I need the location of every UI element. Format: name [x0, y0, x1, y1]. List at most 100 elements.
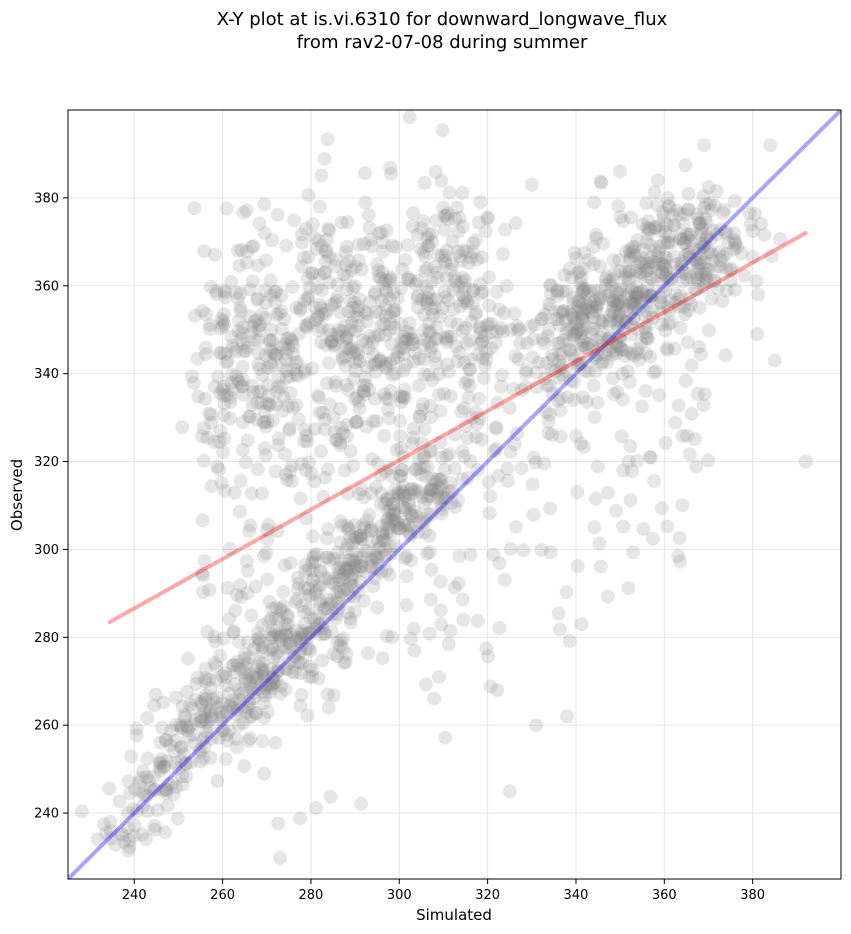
data-point: [256, 663, 271, 678]
data-point: [463, 362, 478, 377]
data-point: [594, 330, 609, 345]
data-point: [256, 684, 271, 699]
data-point: [258, 283, 272, 298]
data-point: [264, 322, 279, 337]
data-point: [220, 733, 234, 748]
data-point: [301, 289, 316, 304]
data-point: [258, 678, 273, 693]
data-point: [231, 313, 246, 328]
data-point: [767, 353, 782, 368]
data-point: [340, 562, 355, 577]
data-point: [251, 357, 266, 372]
data-point: [652, 223, 667, 238]
data-point: [363, 328, 378, 343]
data-point: [444, 329, 459, 344]
data-point: [235, 373, 250, 387]
data-point: [697, 387, 712, 402]
data-point: [672, 299, 687, 314]
data-point: [594, 315, 609, 330]
data-point: [616, 343, 631, 358]
data-point: [320, 601, 335, 616]
data-point: [252, 632, 267, 647]
data-point: [348, 363, 363, 378]
data-point: [199, 307, 214, 322]
data-point: [202, 672, 217, 687]
data-point: [677, 307, 692, 322]
data-point: [196, 751, 211, 766]
data-point: [423, 443, 438, 458]
data-point: [596, 236, 611, 251]
data-point: [240, 433, 255, 448]
data-point: [169, 690, 183, 705]
data-point: [332, 330, 347, 344]
data-point: [678, 373, 693, 388]
data-point: [309, 622, 324, 637]
data-point: [278, 682, 293, 697]
data-point: [461, 390, 476, 405]
data-point: [269, 346, 284, 361]
data-point: [612, 329, 627, 344]
data-point: [249, 412, 264, 427]
data-point: [574, 617, 589, 632]
data-point: [716, 206, 731, 221]
data-point: [539, 356, 554, 371]
data-point: [257, 197, 272, 212]
data-point: [620, 287, 635, 302]
data-point: [422, 545, 437, 560]
data-point: [650, 249, 665, 264]
data-point: [262, 685, 277, 700]
data-point: [251, 332, 266, 347]
data-point: [373, 497, 388, 511]
data-point: [344, 316, 359, 331]
data-point: [388, 366, 403, 381]
data-point: [282, 331, 297, 345]
data-point: [263, 643, 277, 658]
data-point: [402, 487, 417, 501]
data-point: [586, 239, 601, 254]
data-point: [160, 754, 174, 768]
data-point: [285, 280, 300, 295]
data-point: [246, 385, 261, 400]
data-point: [668, 415, 683, 430]
data-point: [585, 338, 599, 353]
data-point: [589, 300, 604, 315]
data-point: [228, 696, 243, 711]
data-point: [136, 787, 151, 802]
data-point: [660, 343, 675, 358]
data-point: [330, 290, 345, 305]
data-point: [372, 354, 387, 369]
data-point: [217, 317, 232, 332]
data-point: [268, 624, 283, 639]
data-point: [233, 286, 248, 301]
data-point: [325, 593, 340, 608]
data-point: [216, 314, 230, 329]
data-point: [153, 759, 168, 774]
data-point: [350, 390, 365, 404]
data-point: [570, 357, 585, 372]
data-point: [750, 327, 765, 342]
data-point: [256, 415, 271, 430]
data-point: [664, 272, 679, 287]
data-point: [260, 414, 275, 429]
data-point: [417, 332, 432, 347]
data-point: [166, 787, 181, 802]
data-point: [347, 590, 362, 604]
data-point: [312, 297, 327, 312]
data-point: [592, 313, 607, 328]
data-point: [302, 641, 316, 656]
data-point: [121, 806, 136, 820]
data-point: [473, 277, 488, 292]
data-point: [304, 466, 319, 481]
data-point: [310, 280, 325, 295]
data-point: [640, 289, 655, 304]
data-point: [421, 238, 436, 253]
x-tick-label: 280: [299, 888, 324, 903]
data-point: [207, 629, 222, 644]
data-point: [611, 321, 626, 336]
data-point: [165, 776, 180, 790]
data-point: [246, 691, 261, 706]
data-point: [691, 262, 705, 277]
data-point: [231, 372, 245, 387]
data-point: [334, 518, 349, 533]
